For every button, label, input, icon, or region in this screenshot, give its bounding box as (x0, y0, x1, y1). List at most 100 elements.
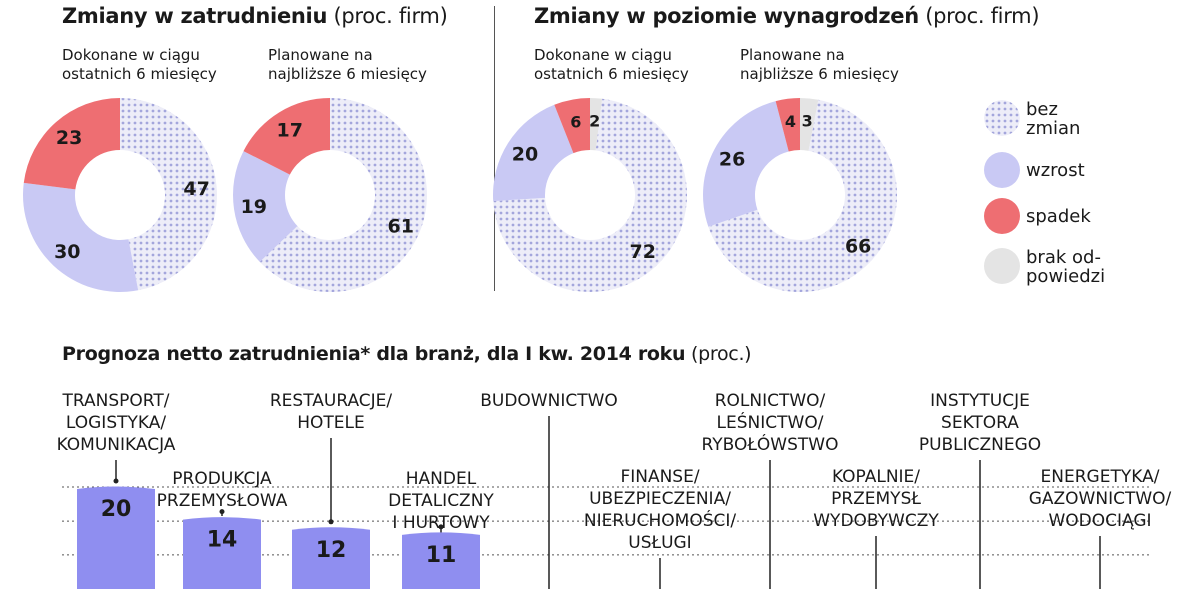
industry-label-7-line-3: RYBOŁÓWSTWO (701, 435, 839, 455)
forecast-bar-chart: 20 14 12 11 (62, 416, 1150, 589)
donut-1-label-wzrost: 30 (54, 241, 80, 263)
legend-label-spadek: spadek (1026, 206, 1091, 227)
donut-4-slice-brak-odpowiedzi (800, 98, 819, 151)
bar-2 (183, 517, 261, 589)
legend-label-brak-1: brak od- (1026, 247, 1101, 268)
industry-label-4-line-1: HANDEL (405, 469, 477, 489)
industry-label-8: KOPALNIE/PRZEMYSŁ WYDOBYWCZY (813, 466, 939, 532)
employment-sub-left: Dokonane w ciągu ostatnich 6 miesięcy (62, 46, 217, 83)
wage-sub-left: Dokonane w ciągu ostatnich 6 miesięcy (534, 46, 689, 83)
donut-3-label-spadek: 6 (570, 113, 581, 132)
donut-4: 66 26 4 3 (703, 98, 897, 292)
donut-2-label-wzrost: 19 (241, 196, 267, 218)
industry-label-8-line-3: WYDOBYWCZY (813, 511, 939, 531)
industry-label-1-line-1: TRANSPORT/ (62, 391, 170, 411)
employment-changes-title: Zmiany w zatrudnieniu (proc. firm) (62, 4, 448, 28)
industry-label-6: FINANSE/UBEZPIECZENIA/NIERUCHOMOŚCI/USŁU… (584, 466, 736, 554)
industry-label-7-line-2: LEŚNICTWO/ (716, 413, 824, 433)
forecast-title: Prognoza netto zatrudnienia* dla branż, … (62, 343, 752, 365)
industry-label-7-line-1: ROLNICTWO/ (714, 391, 826, 411)
donut-1-slice-wzrost (23, 182, 139, 292)
industry-label-6-line-2: UBEZPIECZENIA/ (589, 489, 731, 509)
legend-label-wzrost: wzrost (1026, 160, 1085, 181)
donut-2: 61 19 17 (233, 98, 428, 292)
donut-3-slice-bez-zmian (493, 98, 688, 292)
legend-swatch-bez-zmian (984, 100, 1020, 136)
donut-2-label-bez-zmian: 61 (388, 215, 414, 237)
industry-label-2-line-1: PRODUKCJA (172, 469, 272, 489)
donut-3: 72 20 6 2 (492, 98, 688, 292)
industry-label-10-line-2: GAZOWNICTWO/ (1028, 489, 1172, 509)
industry-label-10-line-3: WODOCIĄGI (1048, 511, 1152, 531)
industry-label-2-line-2: PRZEMYSŁOWA (156, 491, 288, 511)
donut-3-slice-brak-odpowiedzi (590, 98, 603, 151)
bar-1 (77, 486, 155, 589)
legend-brak: brak od-powiedzi (984, 248, 1105, 286)
donut-1-label-bez-zmian: 47 (183, 178, 209, 200)
industry-label-6-line-1: FINANSE/ (620, 467, 700, 487)
donut-2-label-spadek: 17 (276, 119, 302, 141)
legend-spadek: spadek (984, 198, 1091, 234)
legend-bez-zmian: bez zmian (984, 100, 1080, 138)
bar-value-1: 20 (101, 497, 132, 522)
industry-label-4-line-3: I HURTOWY (392, 513, 490, 533)
donut-3-label-brak-odpowiedzi: 2 (589, 111, 600, 130)
industry-label-3-line-2: HOTELE (297, 413, 365, 433)
legend-label-brak-2: powiedzi (1026, 266, 1106, 287)
bar-4 (402, 532, 480, 589)
industry-label-9-line-3: PUBLICZNEGO (918, 435, 1042, 455)
legend-label-zmian: zmian (1026, 118, 1081, 139)
donut-4-slice-bez-zmian (708, 99, 897, 292)
industry-label-4-line-2: DETALICZNY (388, 491, 494, 511)
donut-2-slice-wzrost (233, 151, 298, 262)
industry-label-2: PRODUKCJA PRZEMYSŁOWA (157, 468, 288, 512)
donut-2-slice-spadek (243, 98, 330, 175)
donut-3-slice-wzrost (492, 104, 574, 202)
industry-label-8-line-2: PRZEMYSŁ (831, 489, 921, 509)
donut-3-label-wzrost: 20 (512, 144, 538, 166)
industry-label-8-line-1: KOPALNIE/ (831, 467, 921, 487)
industry-label-1-line-2: LOGISTYKA/ (65, 413, 167, 433)
industry-label-4: HANDEL DETALICZNY I HURTOWY (388, 468, 494, 534)
bar-value-3: 12 (316, 538, 347, 563)
leader-dot-2 (219, 509, 225, 515)
donut-3-slice-spadek (554, 98, 590, 154)
donut-2-slice-bez-zmian (259, 98, 428, 292)
donut-3-label-bez-zmian: 72 (629, 241, 655, 263)
industry-label-6-line-3: NIERUCHOMOŚCI/ (583, 511, 737, 531)
donut-1-slice-bez-zmian (120, 98, 217, 291)
leader-dot-3 (328, 519, 334, 525)
legend-swatch-wzrost (984, 152, 1020, 188)
industry-label-1-line-3: KOMUNIKACJA (56, 435, 176, 455)
industry-label-9: INSTYTUCJE SEKTORA PUBLICZNEGO (919, 390, 1041, 456)
industry-label-9-line-2: SEKTORA (941, 413, 1019, 433)
legend-swatch-spadek (984, 198, 1020, 234)
donut-1-slice-spadek (23, 97, 120, 190)
industry-label-6-line-4: USŁUGI (628, 533, 692, 553)
legend-wzrost: wzrost (984, 152, 1085, 188)
bar-value-4: 11 (426, 543, 457, 568)
industry-label-9-line-1: INSTYTUCJE (930, 391, 1030, 411)
donut-1: 47 30 23 (23, 97, 217, 292)
industry-label-3: RESTAURACJE/HOTELE (270, 390, 392, 434)
employment-sub-right: Planowane na najbliższe 6 miesięcy (268, 46, 427, 83)
industry-label-3-line-1: RESTAURACJE/ (269, 391, 393, 411)
leader-dot-1 (113, 478, 119, 484)
donut-charts: 47 30 23 61 19 17 72 20 6 2 66 26 4 3 (23, 97, 897, 292)
wage-changes-title: Zmiany w poziomie wynagrodzeń (proc. fir… (534, 4, 1040, 28)
section-divider (494, 6, 495, 291)
donut-4-label-wzrost: 26 (719, 149, 745, 171)
donut-4-slice-spadek (775, 98, 800, 152)
industry-label-1: TRANSPORT/LOGISTYKA/KOMUNIKACJA (57, 390, 176, 456)
industry-label-5-line-1: BUDOWNICTWO (480, 391, 618, 411)
industry-label-5: BUDOWNICTWO (480, 390, 618, 412)
industry-label-7: ROLNICTWO/LEŚNICTWO/RYBOŁÓWSTWO (702, 390, 839, 456)
legend-label-bez: bez (1026, 99, 1058, 120)
donut-4-label-brak-odpowiedzi: 3 (802, 112, 813, 131)
donut-4-slice-wzrost (703, 101, 789, 227)
donut-4-label-spadek: 4 (785, 112, 796, 131)
wage-sub-right: Planowane na najbliższe 6 miesięcy (740, 46, 899, 83)
bar-3 (292, 527, 370, 589)
legend-swatch-brak (984, 248, 1020, 284)
industry-label-10: ENERGETYKA/GAZOWNICTWO/WODOCIĄGI (1029, 466, 1172, 532)
